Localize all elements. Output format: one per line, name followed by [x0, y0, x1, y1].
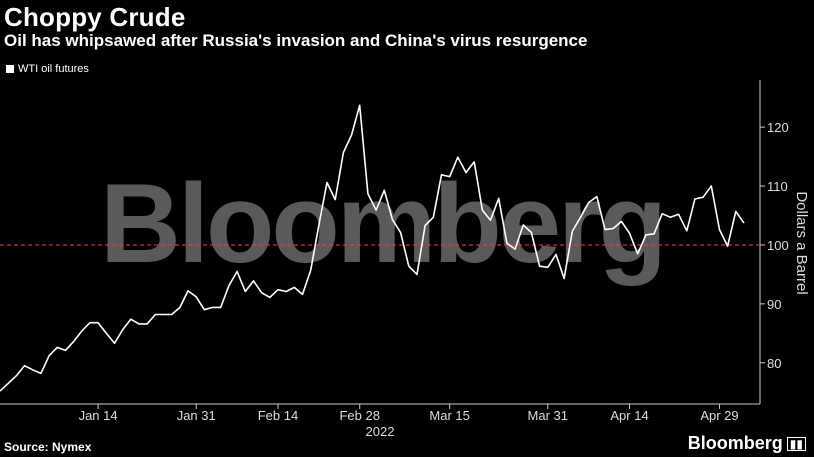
- y-tick-label: 110: [767, 179, 788, 194]
- x-tick-label: Jan 31: [177, 408, 216, 423]
- y-tick-label: 80: [767, 356, 781, 371]
- y-axis-title: Dollars a Barrel: [793, 191, 810, 294]
- x-tick-label: Apr 14: [610, 408, 648, 423]
- x-axis-year-label: 2022: [366, 424, 395, 439]
- brand-mark-icon: ▮▮: [786, 436, 806, 451]
- series-line-wti: [0, 104, 745, 392]
- chart-subtitle: Oil has whipsawed after Russia's invasio…: [4, 31, 588, 50]
- legend-label: WTI oil futures: [18, 63, 89, 75]
- brand-logo: Bloomberg ▮▮: [688, 433, 806, 454]
- x-tick-label: Apr 29: [700, 408, 738, 423]
- x-tick-label: Mar 15: [429, 408, 469, 423]
- axes: 80 90 100 110 120 Jan 14 Jan 31 Feb 14 Feb 28 Mar…: [0, 80, 789, 423]
- y-tick-label: 100: [767, 238, 789, 253]
- legend-swatch: [6, 65, 14, 73]
- watermark: Bloomberg: [100, 161, 664, 286]
- x-tick-label: Jan 14: [79, 408, 118, 423]
- x-tick-label: Mar 31: [528, 408, 568, 423]
- brand-text: Bloomberg: [687, 433, 783, 453]
- x-tick-label: Feb 14: [258, 408, 298, 423]
- source-note: Source: Nymex: [4, 440, 92, 454]
- x-tick-label: Feb 28: [339, 408, 379, 423]
- y-tick-label: 90: [767, 297, 781, 312]
- chart-title: Choppy Crude: [4, 2, 186, 32]
- legend: WTI oil futures: [6, 63, 89, 75]
- y-tick-label: 120: [767, 120, 789, 135]
